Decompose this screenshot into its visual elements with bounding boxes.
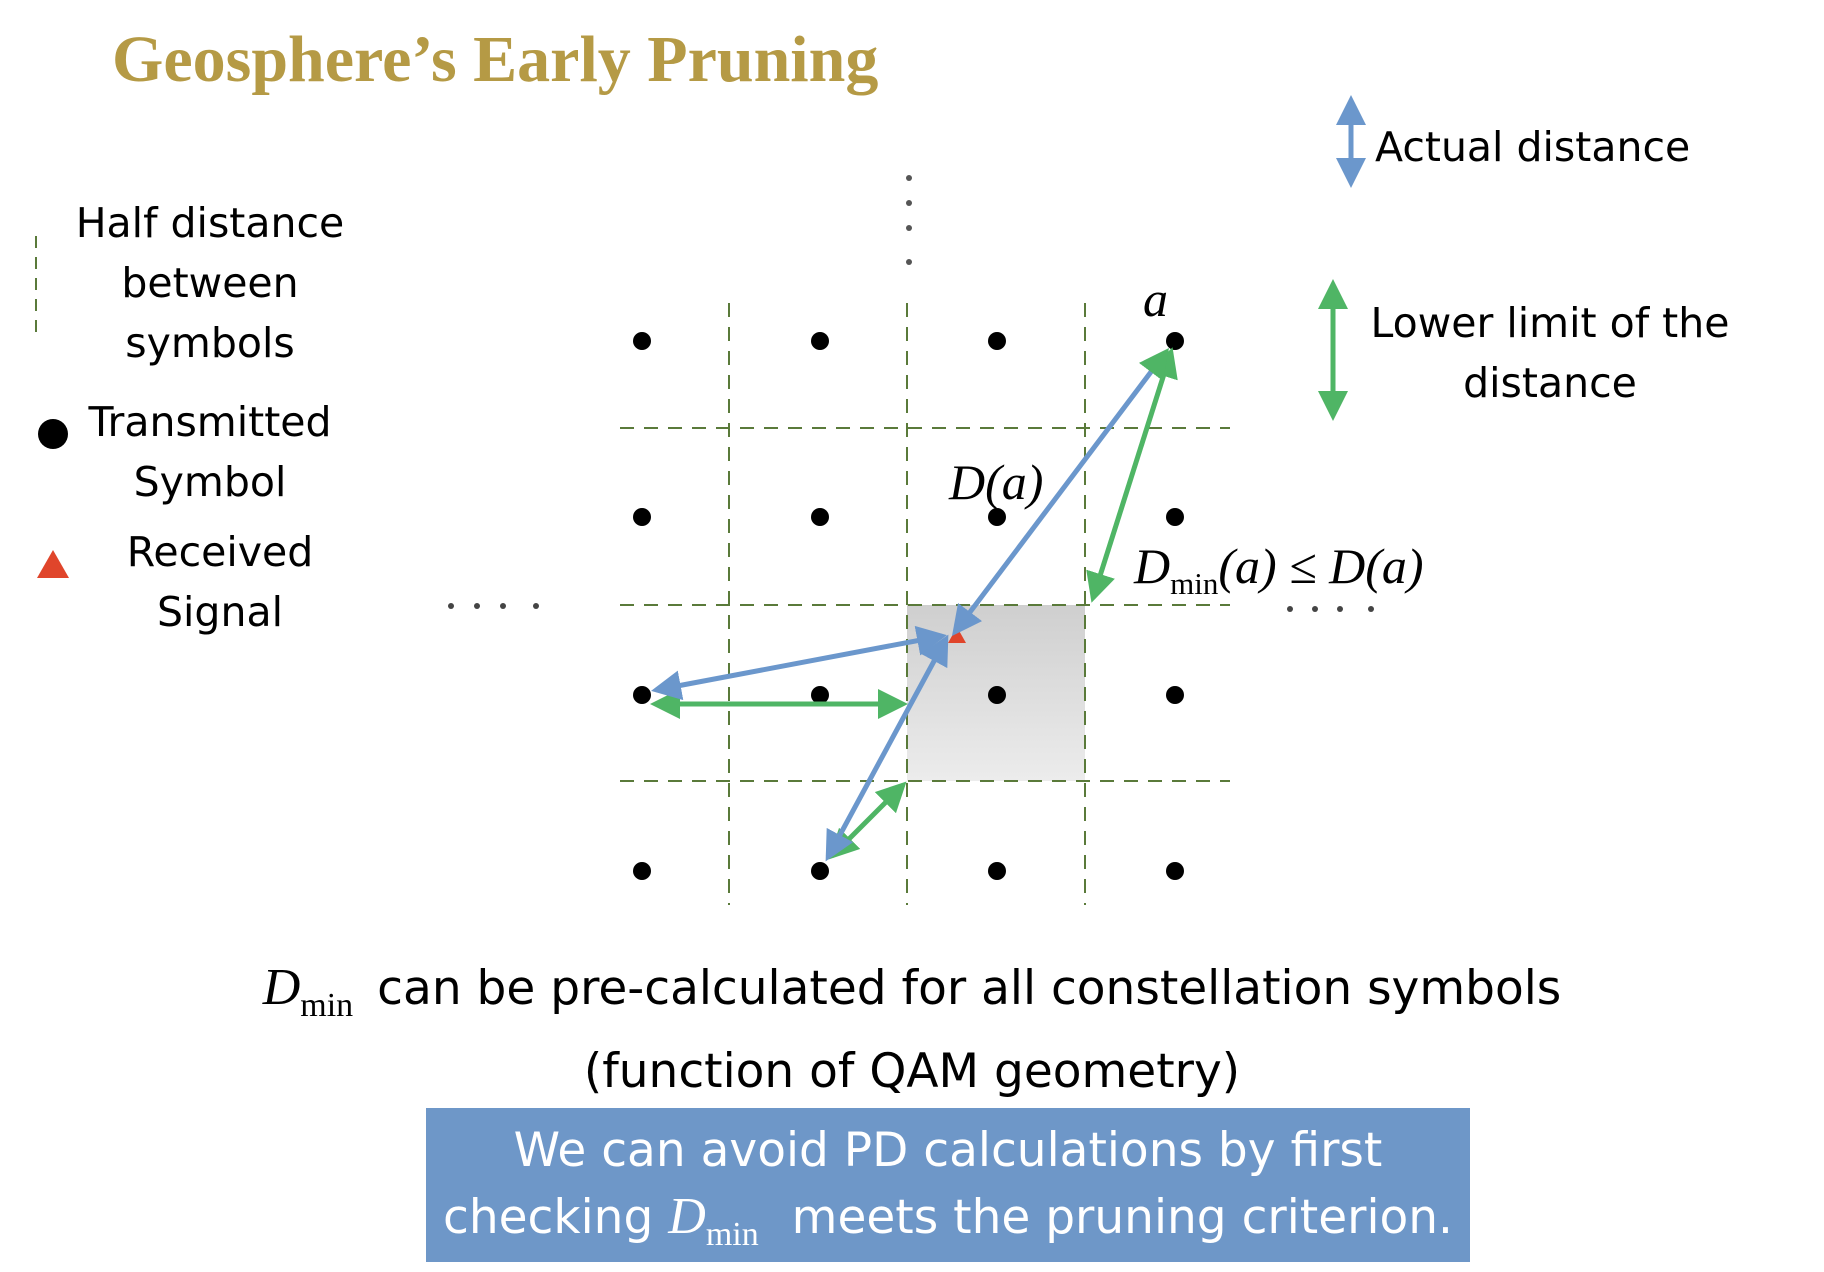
symbol-dot: [633, 686, 651, 704]
symbol-dot: [988, 332, 1006, 350]
distance-d-a-label: D(a): [949, 454, 1044, 510]
symbol-dot: [811, 508, 829, 526]
actual-arrow-left: [651, 625, 947, 701]
callout-box: We can avoid PD calculations by first ch…: [426, 1108, 1470, 1262]
symbol-dot: [811, 862, 829, 880]
symbol-dot: [1166, 862, 1184, 880]
dmin-inequality-label: Dmin(a) ≤ D(a): [1134, 538, 1424, 601]
symbol-dot: [1166, 332, 1184, 350]
received-signal-legend-icon: [37, 550, 69, 578]
symbol-dot: [633, 332, 651, 350]
symbol-dot: [988, 686, 1006, 704]
symbol-dot: [811, 332, 829, 350]
callout-line-1: We can avoid PD calculations by first: [513, 1123, 1383, 1178]
caption: Dmin can be pre-calculated for all conste…: [0, 955, 1824, 1105]
actual-arrow-a: [951, 348, 1170, 636]
symbol-dot: [1166, 686, 1184, 704]
half-distance-legend-label: Half distance between symbols: [75, 199, 345, 367]
caption-line-2: (function of QAM geometry): [583, 1043, 1241, 1099]
lower-limit-legend-label: Lower limit of the distance: [1370, 299, 1730, 407]
transmitted-symbol-legend-icon: [38, 419, 68, 449]
transmitted-symbol-legend-label: Transmitted Symbol: [88, 398, 332, 506]
slide-title: Geosphere’s Early Pruning: [112, 23, 879, 96]
received-signal-legend-label: Received Signal: [126, 528, 314, 636]
symbol-dot: [633, 862, 651, 880]
actual-distance-arrows: [651, 348, 1170, 862]
symbol-dot: [988, 862, 1006, 880]
symbol-dot: [1166, 508, 1184, 526]
decision-grid: [620, 303, 1230, 905]
actual-distance-legend-label: Actual distance: [1375, 123, 1691, 171]
caption-line-1: Dmin can be pre-calculated for all conste…: [262, 959, 1562, 1024]
callout-line-2: checking Dmin meets the pruning criterio…: [443, 1188, 1453, 1253]
symbol-a-label: a: [1143, 271, 1168, 327]
lower-limit-arrow-bottom: [828, 781, 907, 860]
right-ellipsis: [1287, 606, 1374, 612]
left-ellipsis: [448, 603, 539, 609]
actual-arrow-bottom: [825, 634, 949, 862]
vertical-ellipsis: [906, 175, 912, 265]
symbol-dot: [811, 686, 829, 704]
symbol-dot: [633, 508, 651, 526]
